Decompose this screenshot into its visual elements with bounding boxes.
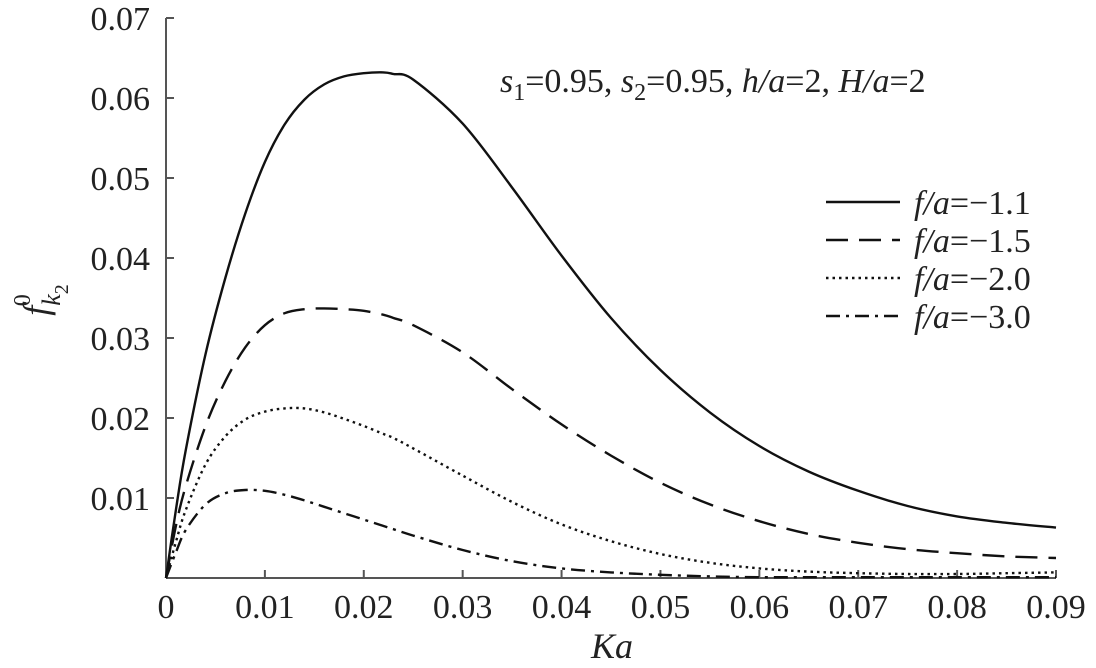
x-tick-label: 0.01: [235, 589, 295, 626]
x-tick-label: 0.07: [828, 589, 888, 626]
legend: f/a=−1.1f/a=−1.5f/a=−2.0f/a=−3.0: [826, 185, 1031, 336]
x-tick-label: 0: [158, 589, 175, 626]
series-line-dotted: [164, 406, 1057, 579]
y-axis-title-0: 0: [10, 294, 36, 306]
y-tick-label: 0.04: [91, 241, 151, 278]
x-tick-label: 0.03: [433, 589, 493, 626]
x-tick-label: 0.05: [631, 589, 691, 626]
y-tick-label: 0.03: [91, 321, 151, 358]
x-tick-label: 0.02: [334, 589, 394, 626]
y-axis-title-2: 2: [51, 284, 73, 294]
legend-label: f/a=−1.1: [914, 185, 1031, 222]
legend-label: f/a=−1.5: [914, 223, 1031, 260]
y-axis-title: fk20: [10, 284, 73, 316]
y-tick-label: 0.02: [91, 401, 151, 438]
y-axis-title-k: k: [37, 294, 66, 306]
y-tick-label: 0.06: [91, 81, 151, 118]
x-tick-label: 0.08: [927, 589, 987, 626]
svg-text:fk20: fk20: [10, 284, 73, 316]
y-tick-label: 0.01: [91, 481, 151, 518]
series-layer: [164, 71, 1057, 579]
x-ticks: 0 0.01 0.02 0.03 0.04 0.05 0.06 0.07 0.08 0.09: [158, 570, 1086, 626]
x-tick-label: 0.06: [730, 589, 790, 626]
legend-label: f/a=−3.0: [914, 299, 1031, 336]
x-tick-label: 0.04: [532, 589, 592, 626]
y-tick-label: 0.07: [91, 1, 151, 38]
x-tick-label: 0.09: [1026, 589, 1086, 626]
series-line-solid: [164, 71, 1057, 579]
x-axis-title: Ka: [590, 626, 633, 666]
series-line-dashed: [164, 307, 1057, 579]
series-line-dashdot: [164, 488, 1056, 579]
axes: [165, 18, 1056, 579]
y-ticks: 0.01 0.02 0.03 0.04 0.05 0.06 0.07: [91, 1, 174, 518]
legend-label: f/a=−2.0: [914, 261, 1031, 298]
y-tick-label: 0.05: [91, 161, 151, 198]
parameter-annotation: s1=0.95, s2=0.95, h/a=2, H/a=2: [500, 63, 926, 106]
